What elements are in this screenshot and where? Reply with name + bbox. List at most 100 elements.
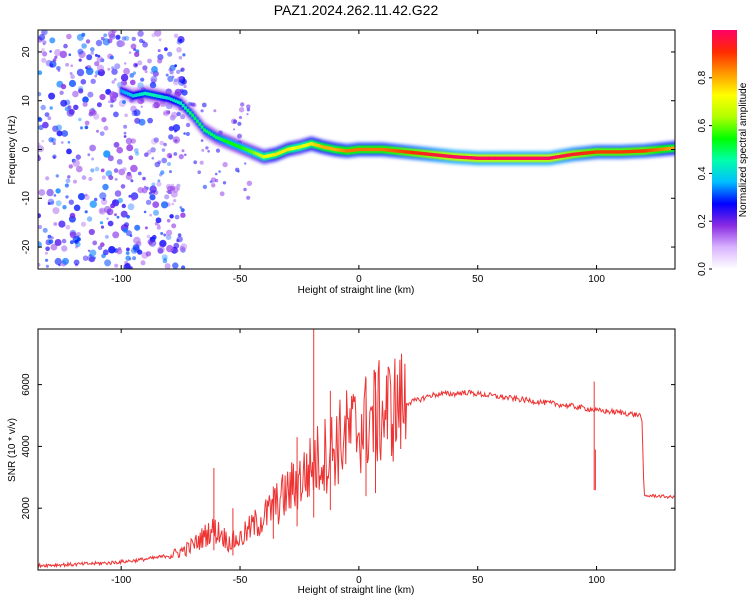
- ridge-core-cell: [262, 155, 266, 159]
- ridge-core-cell: [386, 148, 389, 152]
- spectrogram-y-axis: -20 -10 0 10 20: [21, 46, 675, 254]
- ridge-core-cell: [129, 93, 133, 97]
- snr-spikes: [213, 329, 596, 556]
- noise-blob: [86, 216, 93, 222]
- noise-blob: [77, 193, 86, 201]
- noise-blob: [125, 137, 133, 145]
- noise-blob: [179, 245, 186, 252]
- noise-blob: [54, 55, 58, 59]
- noise-blob: [246, 180, 253, 186]
- noise-blob: [157, 160, 162, 164]
- noise-blob: [181, 265, 186, 269]
- noise-blob: [54, 257, 62, 266]
- noise-blob: [107, 30, 116, 38]
- noise-blob: [107, 220, 114, 227]
- ridge-core-cell: [371, 147, 375, 152]
- ridge-core-cell: [614, 150, 618, 154]
- noise-blob: [153, 209, 159, 216]
- noise-blob: [149, 185, 157, 193]
- noise-blob: [78, 58, 82, 62]
- ridge-core-cell: [331, 147, 335, 151]
- noise-blob: [134, 51, 140, 57]
- noise-blob: [52, 125, 59, 132]
- ridge-core-cell: [500, 156, 503, 160]
- noise-blob: [113, 78, 117, 81]
- ridge-core-cell: [162, 95, 166, 100]
- ridge-core-cell: [576, 152, 580, 156]
- ridge-core-cell: [649, 148, 653, 152]
- snr-x-label: Height of straight line (km): [298, 585, 415, 596]
- noise-blob: [45, 176, 50, 181]
- ridge-core-cell: [666, 147, 670, 151]
- ridge-core-cell: [419, 151, 423, 156]
- noise-blob: [167, 75, 174, 82]
- ridge-core-cell: [326, 146, 330, 150]
- spectrogram-y-label: Frequency (Hz): [7, 116, 18, 185]
- noise-blob: [240, 102, 245, 107]
- ridge-core-cell: [519, 156, 523, 160]
- noise-blob: [201, 148, 205, 152]
- noise-blob: [246, 195, 251, 200]
- noise-blob: [207, 150, 210, 153]
- noise-blob: [55, 174, 59, 178]
- noise-blob: [123, 124, 128, 129]
- noise-blob: [38, 145, 44, 153]
- ridge-core-cell: [638, 149, 641, 153]
- noise-blob: [55, 188, 61, 194]
- ridge-core-cell: [400, 149, 404, 154]
- ridge-core-cell: [535, 156, 539, 160]
- noise-blob: [126, 144, 134, 152]
- noise-blob: [120, 210, 128, 218]
- noise-blob: [81, 32, 86, 37]
- noise-blob: [137, 30, 144, 37]
- noise-blob: [88, 228, 95, 236]
- noise-blob: [162, 258, 168, 264]
- noise-blob: [72, 90, 79, 98]
- noise-blob: [56, 130, 63, 137]
- noise-blob: [125, 251, 130, 256]
- ridge-core-cell: [348, 148, 351, 153]
- noise-blob: [125, 266, 130, 269]
- noise-blob: [166, 190, 169, 193]
- noise-blob: [115, 34, 121, 40]
- noise-blob: [127, 203, 135, 211]
- ridge-core-cell: [317, 143, 320, 148]
- noise-blob: [157, 58, 163, 64]
- noise-blob: [103, 33, 108, 38]
- noise-blob: [154, 30, 162, 37]
- ridge-core-cell: [288, 147, 292, 151]
- noise-blob: [171, 111, 178, 119]
- ridge-core-cell: [397, 149, 401, 153]
- noise-blob: [52, 207, 60, 215]
- noise-blob: [123, 131, 127, 135]
- ridge-core-cell: [155, 94, 159, 98]
- ridge-core-cell: [661, 147, 665, 151]
- noise-blob: [95, 39, 103, 47]
- ridge-core-cell: [462, 155, 465, 160]
- ridge-core-cell: [559, 154, 563, 159]
- noise-blob: [92, 240, 98, 246]
- noise-blob: [110, 203, 116, 209]
- noise-blob: [60, 83, 67, 90]
- noise-blob: [161, 201, 169, 209]
- ridge-core-cell: [157, 94, 161, 99]
- noise-blob: [52, 141, 56, 146]
- ridge-core-cell: [476, 156, 480, 160]
- noise-blob: [133, 109, 141, 117]
- noise-blob: [38, 213, 41, 219]
- noise-blob: [167, 185, 173, 192]
- noise-blob: [125, 173, 133, 180]
- ridge-core-cell: [490, 156, 494, 160]
- noise-blob: [89, 200, 98, 208]
- snr-y-label: SNR (10 * v/v): [7, 418, 18, 482]
- noise-blob: [101, 175, 106, 180]
- y-tick-label: -10: [21, 191, 32, 206]
- ridge-core-cell: [176, 100, 180, 104]
- noise-blob: [238, 107, 245, 113]
- ridge-core-cell: [359, 147, 363, 152]
- ridge-core-cell: [243, 147, 247, 151]
- noise-blob: [41, 140, 44, 143]
- ridge-core-cell: [200, 125, 204, 129]
- ridge-core-cell: [547, 156, 551, 160]
- noise-blob: [84, 210, 88, 214]
